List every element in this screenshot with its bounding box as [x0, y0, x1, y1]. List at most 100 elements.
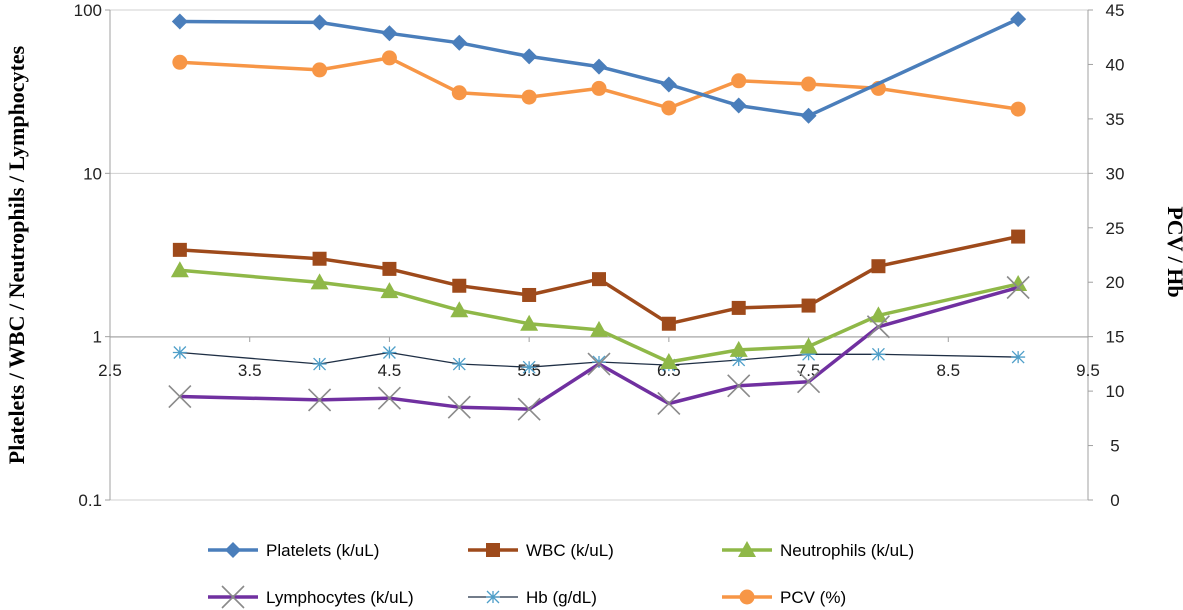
- data-point: [381, 50, 397, 66]
- data-point: [731, 353, 746, 367]
- series-layer: [168, 11, 1030, 421]
- data-point: [312, 357, 327, 371]
- data-point: [382, 346, 397, 359]
- data-point: [591, 80, 607, 96]
- series-pcv: [172, 50, 1026, 117]
- y-right-tick-label: 25: [1106, 219, 1125, 238]
- legend-entry: Hb (g/dL): [468, 588, 597, 607]
- data-point: [801, 76, 817, 92]
- data-point: [377, 386, 401, 410]
- legend-marker: [221, 585, 245, 609]
- y-right-tick-label: 15: [1106, 328, 1125, 347]
- data-point: [382, 261, 397, 276]
- data-point: [452, 278, 467, 293]
- y-right-tick-label: 40: [1106, 55, 1125, 74]
- legend-marker: [486, 543, 500, 557]
- legend-entry: WBC (k/uL): [468, 541, 614, 560]
- data-point: [172, 242, 187, 257]
- data-point: [522, 360, 537, 374]
- x-tick-label: 9.5: [1076, 361, 1100, 380]
- data-point: [1011, 229, 1026, 244]
- legend-label: Hb (g/dL): [526, 588, 597, 607]
- data-point: [731, 300, 746, 315]
- x-tick-label: 4.5: [378, 361, 402, 380]
- data-point: [168, 384, 192, 409]
- y-right-tick-label: 35: [1106, 110, 1125, 129]
- data-point: [869, 306, 888, 323]
- data-point: [800, 107, 817, 124]
- data-point: [730, 97, 747, 114]
- data-point: [172, 54, 188, 70]
- y-left-tick-label: 0.1: [78, 491, 102, 510]
- y-axis-right-label: PCV / Hb: [1163, 206, 1183, 297]
- y-right-tick-label: 45: [1106, 1, 1125, 20]
- data-point: [661, 100, 677, 116]
- data-point: [1011, 350, 1026, 364]
- data-point: [311, 14, 328, 31]
- series-line: [179, 17, 1019, 118]
- legend-label: Neutrophils (k/uL): [780, 541, 914, 560]
- series-line: [179, 285, 1019, 411]
- data-point: [727, 374, 751, 398]
- data-point: [592, 272, 606, 287]
- data-point: [521, 89, 537, 105]
- y-right-tick-label: 10: [1106, 382, 1125, 401]
- data-point: [452, 357, 467, 371]
- data-point: [592, 355, 606, 369]
- y-right-tick-label: 5: [1110, 437, 1119, 456]
- data-point: [661, 316, 676, 331]
- data-point: [659, 352, 678, 369]
- data-point: [170, 261, 189, 278]
- data-point: [450, 301, 469, 318]
- data-point: [660, 76, 677, 93]
- data-point: [451, 85, 467, 101]
- data-point: [520, 314, 539, 331]
- series-platelets-k-ul: [171, 11, 1027, 124]
- y-left-tick-label: 10: [83, 164, 102, 183]
- data-point: [308, 388, 332, 412]
- data-point: [1006, 275, 1030, 300]
- legend-marker: [739, 589, 755, 605]
- legend-entry: Lymphocytes (k/uL): [208, 585, 414, 609]
- y-right-tick-label: 20: [1106, 273, 1125, 292]
- data-point: [657, 391, 681, 416]
- legend: Platelets (k/uL) WBC (k/uL) Neutrophils (k…: [208, 541, 914, 609]
- data-point: [871, 347, 886, 361]
- legend-label: PCV (%): [780, 588, 846, 607]
- legend-entry: Platelets (k/uL): [208, 541, 379, 560]
- data-point: [587, 352, 611, 376]
- data-point: [381, 25, 398, 42]
- legend-label: Lymphocytes (k/uL): [266, 588, 414, 607]
- data-point: [797, 370, 821, 394]
- data-point: [171, 13, 188, 30]
- x-tick-label: 2.5: [98, 361, 122, 380]
- series-lymphocytes-k-ul: [168, 275, 1030, 421]
- x-tick-label: 8.5: [936, 361, 960, 380]
- y-left-tick-label: 1: [93, 328, 102, 347]
- y-right-tick-label: 0: [1110, 491, 1119, 510]
- data-point: [521, 48, 538, 65]
- data-point: [451, 34, 468, 51]
- series-hb-g-dl: [172, 346, 1026, 374]
- y-left-tick-label: 100: [74, 1, 102, 20]
- legend-label: WBC (k/uL): [526, 541, 614, 560]
- data-point: [1010, 11, 1027, 28]
- legend-entry: Neutrophils (k/uL): [722, 541, 914, 560]
- data-point: [1010, 101, 1026, 117]
- data-point: [866, 315, 890, 339]
- legend-marker: [738, 541, 756, 557]
- data-point: [871, 259, 886, 274]
- legend-marker: [486, 590, 500, 604]
- x-tick-label: 3.5: [238, 361, 262, 380]
- series-wbc-k-ul: [172, 229, 1026, 331]
- data-point: [312, 62, 328, 78]
- legend-label: Platelets (k/uL): [266, 541, 379, 560]
- data-point: [731, 73, 747, 89]
- data-point: [799, 337, 818, 354]
- data-point: [729, 340, 748, 357]
- legend-marker: [225, 542, 241, 558]
- data-point: [447, 395, 471, 419]
- data-point: [310, 273, 329, 290]
- data-point: [380, 282, 399, 299]
